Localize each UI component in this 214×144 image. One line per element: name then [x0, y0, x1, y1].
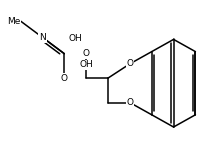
Text: O: O [126, 98, 133, 107]
Text: O: O [83, 49, 90, 58]
Text: Me: Me [7, 17, 21, 26]
Text: OH: OH [68, 34, 82, 43]
Text: O: O [126, 59, 133, 68]
Text: O: O [61, 74, 68, 83]
Text: OH: OH [79, 60, 93, 69]
Text: N: N [39, 33, 46, 42]
